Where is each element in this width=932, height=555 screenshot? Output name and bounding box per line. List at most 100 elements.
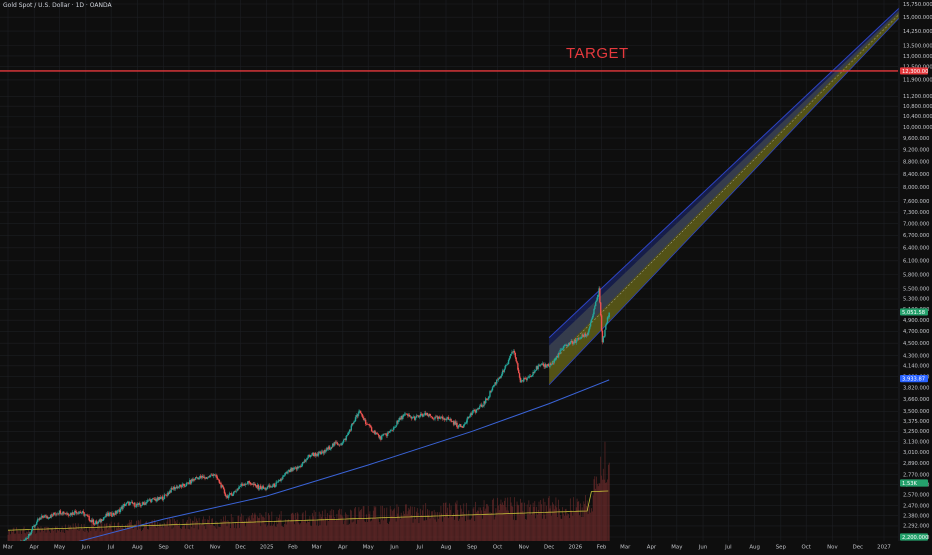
candle-body [608, 317, 609, 318]
volume-bar [96, 531, 97, 541]
candle-body [88, 516, 89, 520]
volume-bar [344, 520, 345, 541]
volume-bar [451, 506, 452, 541]
candle-body [35, 525, 36, 526]
candle-body [284, 475, 285, 476]
candle-body [488, 397, 489, 398]
candle-body [207, 478, 208, 479]
candle-body [233, 492, 234, 494]
volume-bar [423, 505, 424, 541]
candle-body [548, 364, 549, 366]
candle-body [554, 360, 555, 363]
candle-body [228, 495, 229, 498]
volume-bar [34, 530, 35, 541]
volume-bar [63, 528, 64, 541]
volume-bar [202, 520, 203, 541]
volume-bar [444, 517, 445, 541]
volume-bar [443, 503, 444, 541]
candle-body [351, 425, 352, 430]
volume-bar [235, 522, 236, 541]
x-tick-label: Sep [467, 545, 478, 551]
volume-bar [196, 518, 197, 541]
volume-bar [50, 533, 51, 541]
volume-bar [571, 510, 572, 541]
volume-bar [200, 523, 201, 541]
volume-bar [21, 534, 22, 541]
volume-bar [284, 524, 285, 541]
y-tick-label: 15,000.000 [903, 15, 932, 21]
volume-bar [52, 527, 53, 541]
candle-body [105, 516, 106, 517]
volume-bar [291, 514, 292, 541]
candle-body [285, 473, 286, 475]
candle-body [472, 410, 473, 413]
candle-body [422, 415, 423, 416]
volume-bar [588, 514, 589, 541]
volume-bar [286, 524, 287, 541]
volume-bar [151, 521, 152, 541]
candle-body [402, 416, 403, 419]
x-tick-label: Sep [158, 545, 169, 551]
candle-body [248, 481, 249, 482]
volume-bar [293, 513, 294, 541]
candle-body [254, 484, 255, 485]
volume-bar [463, 512, 464, 541]
volume-bar [186, 522, 187, 541]
volume-bar [545, 502, 546, 541]
volume-bar [12, 532, 13, 541]
candle-body [203, 477, 204, 479]
volume-bar [292, 513, 293, 541]
candle-body [347, 433, 348, 435]
volume-bar [61, 530, 62, 541]
volume-bar [249, 516, 250, 541]
volume-bar [581, 517, 582, 541]
volume-bar [106, 524, 107, 541]
volume-bar [263, 517, 264, 541]
volume-bar [315, 521, 316, 541]
volume-bar [314, 510, 315, 541]
candle-body [535, 370, 536, 371]
volume-bar [345, 512, 346, 541]
volume-bar [14, 534, 15, 541]
volume-bar [515, 520, 516, 541]
candle-body [80, 512, 81, 513]
volume-bar [46, 533, 47, 541]
volume-bar [331, 509, 332, 541]
x-tick-label: Nov [210, 545, 221, 551]
volume-bar [499, 510, 500, 541]
volume-bar [326, 517, 327, 541]
candle-body [589, 326, 590, 329]
volume-bar [131, 520, 132, 541]
volume-bar [348, 525, 349, 541]
candle-body [355, 417, 356, 421]
volume-bar [316, 525, 317, 541]
volume-bar [173, 518, 174, 541]
volume-bar [385, 519, 386, 541]
candle-body [75, 511, 76, 512]
candle-body [493, 385, 494, 386]
volume-bar [501, 500, 502, 541]
volume-bar [320, 525, 321, 541]
candle-body [531, 376, 532, 377]
candle-body [423, 414, 424, 415]
candle-body [388, 433, 389, 434]
volume-bar [542, 519, 543, 541]
volume-bar [189, 517, 190, 541]
volume-bar [195, 522, 196, 541]
volume-bar [390, 506, 391, 541]
volume-bar [184, 526, 185, 541]
candle-body [125, 505, 126, 506]
volume-bar [532, 513, 533, 541]
volume-bar [575, 512, 576, 541]
candle-body [134, 503, 135, 507]
volume-bar [69, 527, 70, 541]
candle-body [31, 530, 32, 533]
volume-bar [454, 520, 455, 541]
volume-bar [483, 507, 484, 541]
volume-bar [463, 504, 464, 541]
volume-bar [295, 513, 296, 541]
volume-bar [434, 510, 435, 541]
volume-bar [462, 517, 463, 541]
